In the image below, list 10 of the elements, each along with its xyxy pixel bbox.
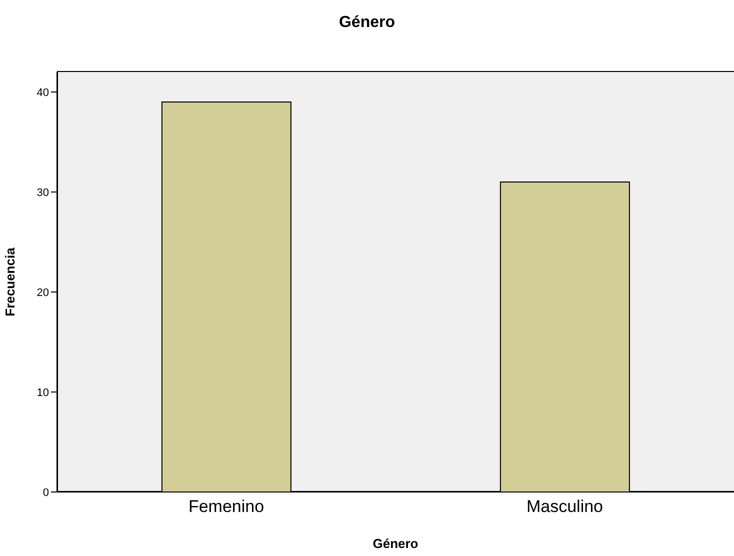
x-tick-label: Femenino: [188, 497, 264, 516]
y-tick-label: 10: [36, 386, 49, 399]
x-axis-title: Género: [372, 536, 418, 551]
chart-title: Género: [338, 13, 396, 32]
y-tick-label: 40: [36, 86, 49, 99]
y-axis-title: Frecuencia: [2, 246, 18, 316]
y-tick-label: 0: [42, 486, 49, 499]
y-tick-label: 30: [36, 186, 49, 199]
x-tick-label: Masculino: [526, 497, 604, 516]
y-tick-label: 20: [36, 286, 49, 299]
